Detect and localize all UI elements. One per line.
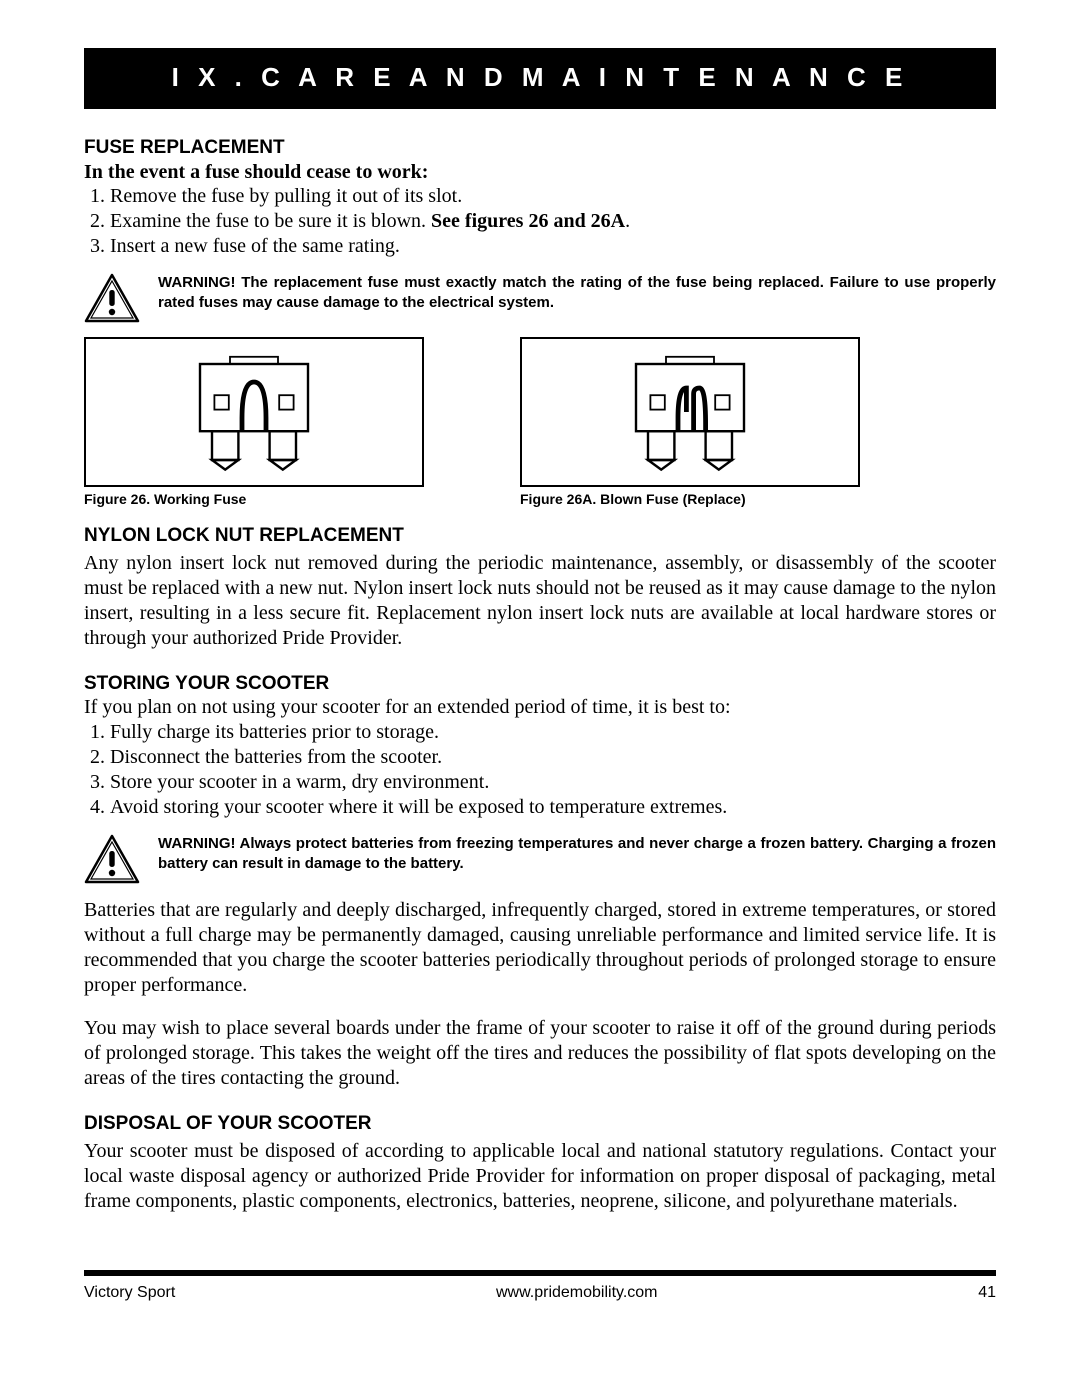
storing-intro: If you plan on not using your scooter fo…	[84, 695, 996, 720]
fuse-step-2-text: Examine the fuse to be sure it is blown.	[110, 210, 431, 232]
fuse-steps-list: Remove the fuse by pulling it out of its…	[84, 184, 996, 259]
figure-26-caption: Figure 26. Working Fuse	[84, 491, 424, 507]
blown-fuse-icon	[615, 352, 765, 472]
fuse-step-2-trail: .	[625, 210, 630, 232]
fuse-step-3: Insert a new fuse of the same rating.	[84, 234, 996, 259]
storing-step-4: Avoid storing your scooter where it will…	[84, 795, 996, 820]
footer-rule	[84, 1270, 996, 1276]
warning-fuse-text: WARNING! The replacement fuse must exact…	[158, 273, 996, 312]
storing-step-1: Fully charge its batteries prior to stor…	[84, 720, 996, 745]
fuse-step-2-ref: See figures 26 and 26A	[431, 210, 625, 232]
figures-row: Figure 26. Working Fuse Figure 26A. Blow…	[84, 337, 996, 507]
heading-nylon: NYLON LOCK NUT REPLACEMENT	[84, 525, 996, 547]
footer-right: 41	[978, 1284, 996, 1302]
boards-para: You may wish to place several boards und…	[84, 1016, 996, 1091]
warning-fuse: WARNING! The replacement fuse must exact…	[84, 273, 996, 323]
warning-triangle-icon	[84, 273, 140, 323]
figure-26: Figure 26. Working Fuse	[84, 337, 424, 507]
figure-26a-caption: Figure 26A. Blown Fuse (Replace)	[520, 491, 860, 507]
figure-26a: Figure 26A. Blown Fuse (Replace)	[520, 337, 860, 507]
subhead-fuse: In the event a fuse should cease to work…	[84, 161, 996, 184]
batteries-para: Batteries that are regularly and deeply …	[84, 898, 996, 998]
heading-storing: STORING YOUR SCOOTER	[84, 673, 996, 695]
fuse-step-2: Examine the fuse to be sure it is blown.…	[84, 209, 996, 234]
nylon-body: Any nylon insert lock nut removed during…	[84, 551, 996, 651]
warning-triangle-icon	[84, 834, 140, 884]
heading-fuse-replacement: FUSE REPLACEMENT	[84, 137, 996, 159]
heading-disposal: DISPOSAL OF YOUR SCOOTER	[84, 1113, 996, 1135]
page-footer: Victory Sport www.pridemobility.com 41	[84, 1284, 996, 1302]
warning-battery: WARNING! Always protect batteries from f…	[84, 834, 996, 884]
storing-step-2: Disconnect the batteries from the scoote…	[84, 745, 996, 770]
page: I X . C A R E A N D M A I N T E N A N C …	[0, 0, 1080, 1332]
footer-left: Victory Sport	[84, 1284, 175, 1302]
working-fuse-icon	[179, 352, 329, 472]
disposal-body: Your scooter must be disposed of accordi…	[84, 1139, 996, 1214]
storing-step-3: Store your scooter in a warm, dry enviro…	[84, 770, 996, 795]
footer-center: www.pridemobility.com	[496, 1284, 658, 1302]
figure-26-box	[84, 337, 424, 487]
figure-26a-box	[520, 337, 860, 487]
blown-filament	[678, 388, 706, 430]
warning-battery-text: WARNING! Always protect batteries from f…	[158, 834, 996, 873]
working-filament	[242, 382, 266, 430]
fuse-step-1: Remove the fuse by pulling it out of its…	[84, 184, 996, 209]
section-banner: I X . C A R E A N D M A I N T E N A N C …	[84, 48, 996, 109]
storing-steps-list: Fully charge its batteries prior to stor…	[84, 720, 996, 820]
